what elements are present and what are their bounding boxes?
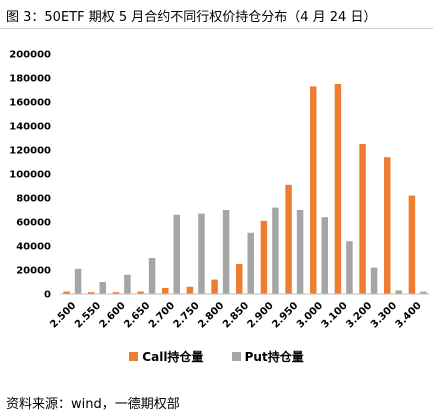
y-tick-label: 20000 <box>16 266 51 277</box>
y-tick-label: 60000 <box>16 218 51 229</box>
y-tick-label: 100000 <box>9 170 51 181</box>
x-tick-label: 2.800 <box>196 300 226 330</box>
bar-put <box>148 258 156 294</box>
y-axis: 0 20000 40000 60000 80000 100000 120000 140000 1… <box>9 50 51 301</box>
bar-chart: 0 20000 40000 60000 80000 100000 120000 140000 1… <box>0 40 433 380</box>
bar-put <box>346 241 353 294</box>
source-note: 资料来源：wind，一德期权部 <box>6 397 180 412</box>
x-tick-label: 2.900 <box>246 300 276 330</box>
y-tick-label: 120000 <box>9 146 51 157</box>
bar-put <box>321 217 328 294</box>
bar-put <box>124 274 131 294</box>
bar-call <box>359 144 366 294</box>
bar-call <box>186 286 194 294</box>
bar-call <box>334 84 342 294</box>
x-tick-label: 2.950 <box>270 300 300 330</box>
x-tick-label: 2.650 <box>122 300 152 330</box>
x-tick-label: 2.700 <box>147 300 177 330</box>
x-tick-label: 3.200 <box>344 300 374 330</box>
x-tick-label: 2.500 <box>48 300 78 330</box>
figure-title: 图 3：50ETF 期权 5 月合约不同行权价持仓分布（4 月 24 日） <box>6 10 377 25</box>
x-tick-label: 2.750 <box>172 300 202 330</box>
legend-swatch-call <box>129 352 139 361</box>
y-tick-label: 160000 <box>9 98 51 109</box>
bar-call <box>211 279 218 294</box>
bar-call <box>88 292 95 294</box>
legend-label-put: Put持仓量 <box>244 350 304 364</box>
y-tick-label: 40000 <box>16 242 51 253</box>
bar-put <box>296 210 304 294</box>
bar-call <box>162 288 169 294</box>
legend: Call持仓量 Put持仓量 <box>0 348 433 365</box>
legend-item-call: Call持仓量 <box>129 348 203 365</box>
bar-call <box>112 292 120 294</box>
y-tick-label: 200000 <box>9 50 51 61</box>
legend-label-call: Call持仓量 <box>142 350 204 364</box>
y-tick-label: 0 <box>44 290 51 301</box>
bar-put <box>370 267 378 294</box>
bar-put <box>99 282 106 294</box>
bar-call <box>408 195 416 294</box>
bar-call <box>137 291 144 294</box>
y-tick-label: 140000 <box>9 122 51 133</box>
bar-call <box>63 291 70 294</box>
x-tick-label: 2.550 <box>73 300 103 330</box>
x-tick-label: 3.300 <box>369 300 399 330</box>
bar-call <box>384 157 391 294</box>
bar-put <box>173 214 180 294</box>
legend-swatch-put <box>231 352 241 361</box>
bar-call <box>310 86 317 295</box>
bar-put <box>272 207 279 294</box>
x-tick-label: 2.850 <box>221 300 251 330</box>
y-tick-label: 180000 <box>9 74 51 85</box>
bar-call <box>260 220 268 294</box>
bar-put <box>247 232 254 294</box>
bars-group <box>63 84 427 295</box>
title-divider <box>0 28 433 29</box>
bar-put <box>420 291 427 294</box>
y-tick-label: 80000 <box>16 194 51 205</box>
x-tick-label: 3.100 <box>320 300 350 330</box>
bar-call <box>236 264 243 294</box>
bar-put <box>222 210 230 294</box>
bar-call <box>285 184 292 294</box>
x-tick-label: 3.000 <box>295 300 325 330</box>
x-axis: 2.5002.5502.6002.6502.7002.7502.8002.850… <box>48 300 424 330</box>
bar-put <box>198 213 205 294</box>
x-tick-label: 2.600 <box>98 300 128 330</box>
x-tick-label: 3.400 <box>394 300 424 330</box>
bar-put <box>74 268 82 294</box>
legend-item-put: Put持仓量 <box>231 348 304 365</box>
bar-put <box>395 290 402 294</box>
chart-canvas: 0 20000 40000 60000 80000 100000 120000 140000 1… <box>9 50 430 330</box>
